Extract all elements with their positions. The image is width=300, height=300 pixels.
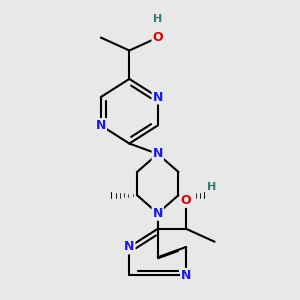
Text: O: O bbox=[181, 194, 191, 207]
Text: N: N bbox=[96, 119, 106, 132]
Text: N: N bbox=[153, 91, 163, 103]
Text: N: N bbox=[153, 207, 163, 220]
Text: N: N bbox=[181, 269, 191, 282]
Text: N: N bbox=[153, 147, 163, 161]
Text: H: H bbox=[153, 14, 162, 25]
Text: O: O bbox=[152, 31, 163, 44]
Text: N: N bbox=[124, 240, 134, 254]
Text: H: H bbox=[207, 182, 217, 193]
